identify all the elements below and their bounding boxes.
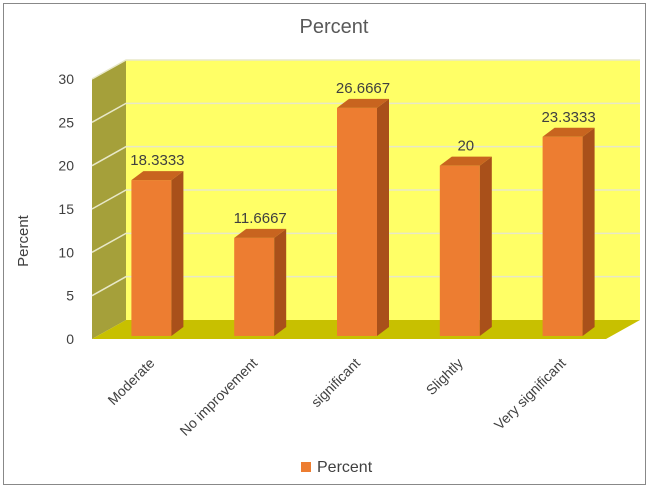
gridline [91,145,640,167]
bar-front [131,180,172,336]
x-tick-label: Slightly [423,355,466,398]
chart-frame: Percent 0 5 10 15 20 25 30 18.3333 11.6667 26.66… [3,3,646,485]
bar [439,156,492,336]
bar-top [439,156,492,166]
bar-chart: Percent 0 5 10 15 20 25 30 18.3333 11.6667 26.66… [15,16,640,476]
y-axis-title: Percent [15,214,32,267]
y-axis-ticks: 0 5 10 15 20 25 30 [58,71,74,347]
gridline [91,102,640,123]
y-tick-label: 20 [58,158,74,174]
bar-side [274,228,287,336]
gridline [91,59,640,80]
x-axis-ticks: Moderate No improvement significant Slightl… [104,355,568,439]
bar-side [582,127,595,336]
data-label: 26.6667 [336,80,390,97]
y-tick-label: 30 [58,71,74,87]
legend-swatch [301,462,311,472]
legend-label: Percent [317,459,373,476]
x-tick-label: Moderate [104,355,157,408]
x-tick-label: significant [308,355,363,410]
y-tick-label: 15 [58,201,74,217]
data-labels: 18.3333 11.6667 26.6667 20 23.3333 [130,80,595,227]
bar-side [171,171,184,336]
bar-front [337,107,377,336]
bar [542,127,595,336]
bar [337,98,389,336]
bar [234,228,287,336]
bars [131,98,595,336]
bar-front [234,237,275,336]
x-tick-label: No improvement [176,355,260,439]
bar-top [234,228,287,238]
bar-front [439,165,480,336]
bar-front [542,136,583,336]
y-tick-label: 10 [58,244,74,260]
y-tick-label: 5 [66,288,74,304]
gridlines [91,59,640,297]
legend: Percent [301,459,373,476]
chart-title: Percent [300,16,369,38]
y-tick-label: 0 [66,331,74,347]
y-tick-label: 25 [58,114,74,130]
bar [131,171,184,336]
x-tick-label: Very significant [491,355,569,433]
bar-top [131,171,184,181]
bar-side [377,98,389,336]
data-label: 20 [457,138,474,155]
bar-side [479,156,492,336]
bar-top [337,98,389,108]
bar-top [542,127,595,137]
data-label: 18.3333 [130,152,184,169]
data-label: 23.3333 [541,109,595,126]
data-label: 11.6667 [234,210,287,227]
